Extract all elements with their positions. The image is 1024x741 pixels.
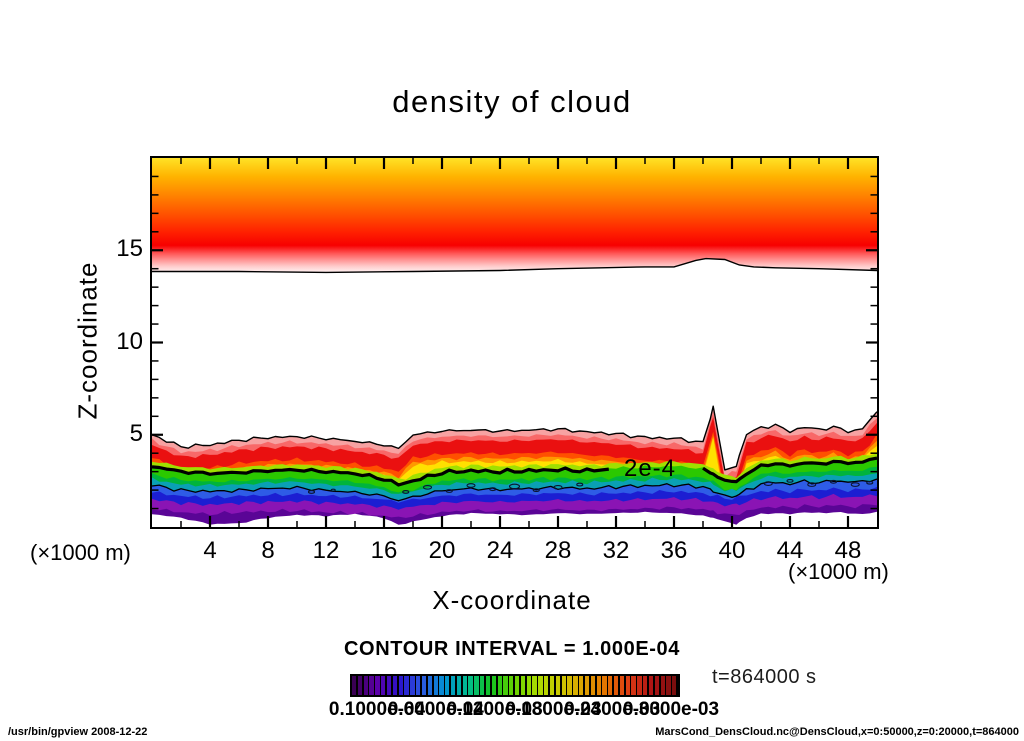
x-tick-label: 28 (544, 537, 572, 564)
y-tick-label: 10 (116, 327, 143, 355)
colorbar-stripe (573, 676, 578, 695)
colorbar-stripe (538, 676, 543, 695)
x-tick-label: 16 (370, 537, 398, 564)
colorbar-stripe (427, 676, 432, 695)
colorbar-stripe (590, 676, 595, 695)
colorbar-stripe (660, 676, 665, 695)
colorbar-stripe (503, 676, 508, 695)
colorbar-stripe (509, 676, 514, 695)
x-tick-label: 20 (428, 537, 456, 564)
contour-label: 2e-4 (624, 455, 676, 482)
x-tick-label: 8 (261, 537, 275, 564)
colorbar-stripe (433, 676, 438, 695)
time-label: t=864000 s (712, 666, 817, 688)
colorbar-tick-label: 0.6000e-04 (387, 699, 484, 720)
colorbar-stripe (416, 676, 421, 695)
x-axis-unit: (×1000 m) (788, 559, 889, 584)
colorbar-stripe (386, 676, 392, 695)
colorbar-stripe (602, 676, 607, 695)
x-tick-label: 24 (486, 537, 514, 564)
x-tick-label: 4 (203, 537, 217, 564)
colorbar-stripe (567, 676, 572, 695)
colorbar-stripe (485, 676, 491, 695)
colorbar-stripe (613, 676, 619, 695)
colorbar-stripe (555, 676, 561, 695)
colorbar-stripe (544, 676, 549, 695)
plot-area: 2e-4 (150, 156, 879, 529)
colorbar-tick-label: 0.2400e-03 (564, 699, 661, 720)
colorbar-stripe (404, 676, 409, 695)
colorbar-stripe (672, 676, 677, 695)
colorbar-stripe (439, 676, 444, 695)
colorbar-stripe (375, 676, 380, 695)
colorbar-stripe (357, 676, 363, 695)
colorbar-stripe (363, 676, 368, 695)
colorbar-stripe (619, 676, 625, 695)
colorbar-stripe (392, 676, 398, 695)
footer-command: /usr/bin/gpview 2008-12-22 (8, 726, 148, 738)
colorbar-tick-label: 0.1200e-03 (446, 699, 543, 720)
colorbar-stripe (497, 676, 502, 695)
x-tick-label: 48 (834, 537, 862, 564)
colorbar-stripe (352, 676, 357, 695)
colorbar-stripe (480, 676, 485, 695)
colorbar-labels: 0.1000e-04 0.6000e-04 0.1200e-03 0.1800e-03… (0, 699, 1024, 725)
colorbar-stripe (532, 676, 537, 695)
colorbar-tick-label: 0.1800e-03 (505, 699, 602, 720)
colorbar-stripe (666, 676, 671, 695)
colorbar-tick-label: 0.3000e-03 (622, 699, 720, 720)
colorbar-stripe (398, 676, 403, 695)
colorbar-stripe (608, 676, 613, 695)
page-title: density of cloud (392, 84, 632, 119)
x-tick-label: 32 (602, 537, 630, 564)
colorbar (350, 674, 680, 697)
colorbar-stripe (445, 676, 450, 695)
contour-plot: 2e-4 (152, 158, 877, 527)
x-tick-label: 44 (776, 537, 804, 564)
y-axis-unit: (×1000 m) (30, 540, 131, 565)
contour-interval-text: CONTOUR INTERVAL = 1.000E-04 (344, 638, 680, 660)
colorbar-stripe (462, 676, 467, 695)
x-axis-label: X-coordinate (432, 585, 592, 615)
colorbar-tick-label: 0.1000e-04 (328, 699, 426, 720)
colorbar-stripe (515, 676, 520, 695)
colorbar-stripe (561, 676, 566, 695)
x-tick-label: 36 (660, 537, 688, 564)
colorbar-stripe (491, 676, 497, 695)
colorbar-stripe (637, 676, 642, 695)
y-tick-label: 5 (129, 419, 143, 447)
colorbar-stripe (381, 676, 386, 695)
colorbar-stripe (648, 676, 654, 695)
colorbar-stripe (654, 676, 660, 695)
x-tick-label: 40 (718, 537, 746, 564)
colorbar-stripe (468, 676, 473, 695)
colorbar-stripe (456, 676, 462, 695)
footer-dataset: MarsCond_DensCloud.nc@DensCloud,x=0:5000… (655, 726, 1019, 738)
colorbar-stripe (643, 676, 648, 695)
y-tick-label: 15 (116, 235, 143, 263)
colorbar-stripe (369, 676, 374, 695)
x-tick-label: 12 (312, 537, 340, 564)
colorbar-stripe (596, 676, 601, 695)
colorbar-stripe (625, 676, 630, 695)
colorbar-stripe (549, 676, 555, 695)
colorbar-stripe (579, 676, 584, 695)
colorbar-stripe (421, 676, 427, 695)
colorbar-stripe (526, 676, 531, 695)
colorbar-stripe (474, 676, 479, 695)
colorbar-stripe (450, 676, 456, 695)
colorbar-stripe (631, 676, 636, 695)
colorbar-stripe (410, 676, 415, 695)
colorbar-stripe (584, 676, 590, 695)
colorbar-stripe (520, 676, 526, 695)
